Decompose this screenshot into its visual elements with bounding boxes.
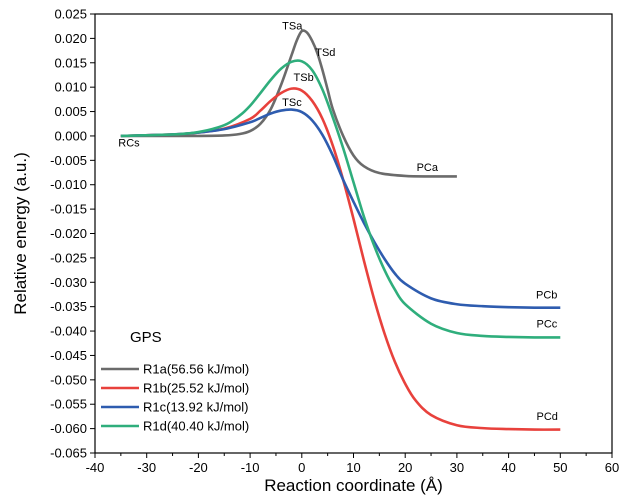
- annotation-pca: PCa: [417, 162, 439, 174]
- legend-label-2: R1b(25.52 kJ/mol): [143, 381, 249, 396]
- x-tick-label: 60: [605, 460, 619, 475]
- x-tick-label: -40: [86, 460, 105, 475]
- y-tick-label: 0.000: [54, 128, 87, 143]
- x-tick-label: 30: [450, 460, 464, 475]
- x-tick-label: -20: [189, 460, 208, 475]
- x-axis-title: Reaction coordinate (Å): [264, 476, 443, 495]
- annotation-pcc: PCc: [537, 319, 558, 331]
- x-tick-label: -10: [241, 460, 260, 475]
- annotation-tsa: TSa: [282, 21, 303, 33]
- legend-title: GPS: [130, 329, 162, 346]
- x-tick-label: 50: [553, 460, 567, 475]
- annotation-rcs: RCs: [118, 138, 140, 150]
- annotation-pcd: PCd: [537, 411, 558, 423]
- legend-label-1: R1a(56.56 kJ/mol): [143, 362, 249, 377]
- y-tick-label: -0.025: [50, 250, 87, 265]
- annotation-tsd: TSd: [315, 47, 335, 59]
- y-tick-label: 0.015: [54, 55, 87, 70]
- x-tick-label: 0: [298, 460, 305, 475]
- y-tick-label: 0.020: [54, 31, 87, 46]
- y-axis-title: Relative energy (a.u.): [11, 152, 30, 315]
- x-tick-label: 20: [398, 460, 412, 475]
- y-tick-label: -0.060: [50, 421, 87, 436]
- y-tick-label: -0.045: [50, 348, 87, 363]
- x-tick-label: 40: [501, 460, 515, 475]
- y-tick-label: -0.010: [50, 177, 87, 192]
- y-tick-label: -0.030: [50, 275, 87, 290]
- legend-label-3: R1c(13.92 kJ/mol): [143, 400, 248, 415]
- annotation-tsc: TSc: [282, 97, 302, 109]
- x-tick-label: -30: [137, 460, 156, 475]
- y-tick-label: -0.020: [50, 226, 87, 241]
- y-tick-label: 0.005: [54, 104, 87, 119]
- y-tick-label: 0.025: [54, 7, 87, 22]
- annotation-pcb: PCb: [536, 289, 557, 301]
- y-tick-label: 0.010: [54, 80, 87, 95]
- y-tick-label: -0.005: [50, 153, 87, 168]
- y-tick-label: -0.065: [50, 446, 87, 461]
- y-tick-label: -0.015: [50, 202, 87, 217]
- y-tick-label: -0.055: [50, 397, 87, 412]
- legend-label-4: R1d(40.40 kJ/mol): [143, 419, 249, 434]
- y-tick-label: -0.050: [50, 372, 87, 387]
- y-tick-label: -0.035: [50, 299, 87, 314]
- annotation-tsb: TSb: [294, 72, 314, 84]
- x-tick-label: 10: [346, 460, 360, 475]
- y-tick-label: -0.040: [50, 324, 87, 339]
